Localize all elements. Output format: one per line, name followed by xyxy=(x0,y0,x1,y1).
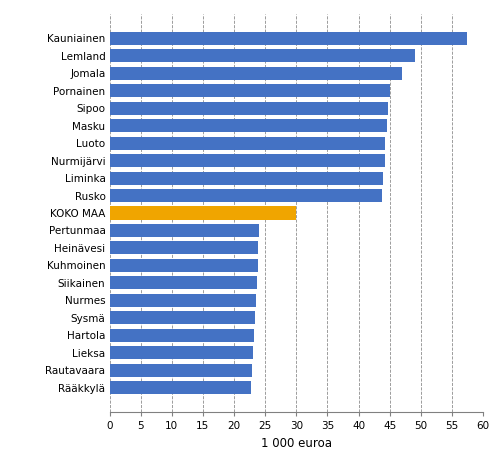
Bar xyxy=(110,119,386,132)
Bar xyxy=(110,224,259,237)
Bar xyxy=(110,311,255,324)
Bar xyxy=(110,329,254,342)
Bar xyxy=(110,189,382,202)
Bar xyxy=(110,259,258,272)
Bar xyxy=(110,136,385,150)
Bar xyxy=(110,154,384,167)
Bar xyxy=(110,294,256,307)
Bar xyxy=(110,207,296,219)
Bar xyxy=(110,171,383,185)
Bar xyxy=(110,346,252,359)
Bar xyxy=(110,381,251,394)
Bar xyxy=(110,364,252,376)
Bar xyxy=(110,32,468,45)
Bar xyxy=(110,84,389,97)
Bar xyxy=(110,102,388,115)
Bar xyxy=(110,49,414,62)
Bar xyxy=(110,276,257,289)
Bar xyxy=(110,67,402,80)
X-axis label: 1 000 euroa: 1 000 euroa xyxy=(261,437,332,450)
Bar xyxy=(110,241,258,255)
